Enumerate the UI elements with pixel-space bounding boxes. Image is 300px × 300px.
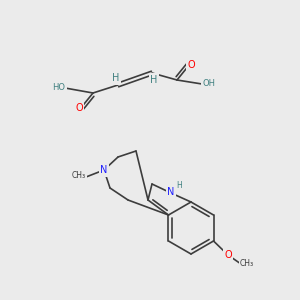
Text: O: O bbox=[224, 250, 232, 260]
Text: HO: HO bbox=[52, 83, 65, 92]
Text: H: H bbox=[150, 75, 158, 85]
Text: CH₃: CH₃ bbox=[240, 260, 254, 268]
Text: H: H bbox=[176, 182, 182, 190]
Text: N: N bbox=[167, 187, 175, 197]
Text: CH₃: CH₃ bbox=[72, 172, 86, 181]
Text: OH: OH bbox=[202, 80, 215, 88]
Text: N: N bbox=[100, 165, 108, 175]
Text: H: H bbox=[112, 73, 120, 83]
Text: O: O bbox=[75, 103, 83, 113]
Text: O: O bbox=[187, 60, 195, 70]
